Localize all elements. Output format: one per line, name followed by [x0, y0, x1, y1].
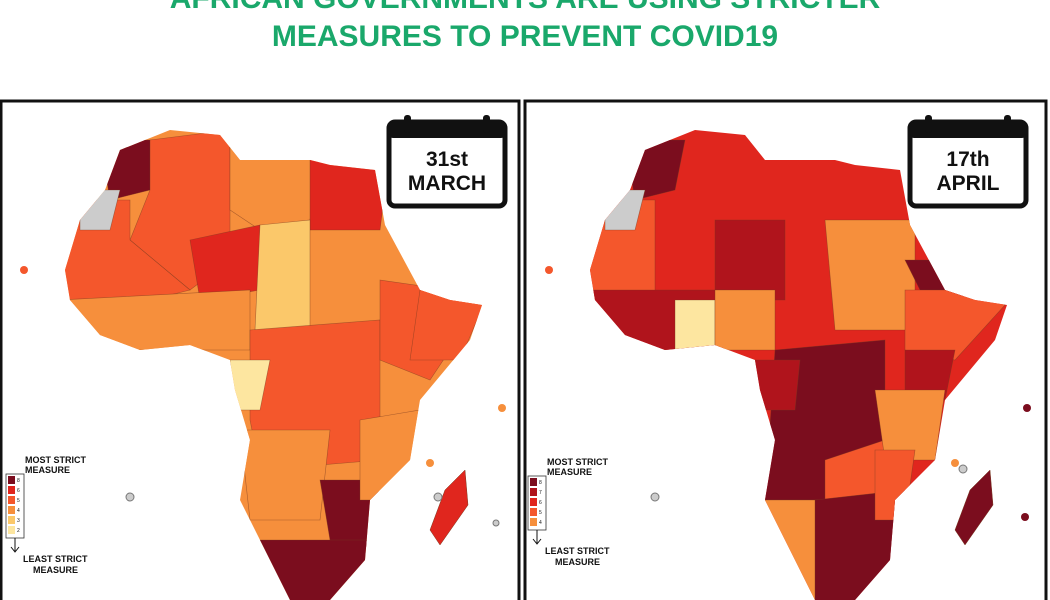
legend-level: 8: [539, 480, 542, 486]
calendar-icon: 17th APRIL: [907, 115, 1029, 209]
legend-arrow: [10, 538, 20, 553]
legend-swatch: [530, 508, 537, 516]
legend-level: 4: [17, 508, 20, 514]
legend-bottom-label: MEASURE: [33, 565, 78, 575]
island: [492, 519, 500, 527]
island: [498, 404, 506, 412]
island: [1023, 404, 1031, 412]
island: [20, 266, 28, 274]
island: [951, 459, 959, 467]
legend-top-label: MEASURE: [547, 467, 592, 477]
legend-bottom-label: LEAST STRICT: [545, 546, 610, 556]
date-month: MARCH: [408, 172, 486, 195]
legend-swatch: [8, 516, 15, 524]
island: [1021, 513, 1029, 521]
legend-arrow: [532, 530, 542, 545]
legend-swatch: [530, 498, 537, 506]
legend-level: 3: [17, 518, 20, 524]
legend-bottom-label: LEAST STRICT: [23, 554, 88, 564]
date-day: 31st: [426, 148, 468, 171]
legend-swatch: [8, 526, 15, 534]
legend-bottom-label: MEASURE: [555, 557, 600, 567]
legend-swatch: [8, 476, 15, 484]
legend-level: 5: [17, 498, 20, 504]
date-day: 17th: [946, 148, 989, 171]
island: [433, 492, 443, 502]
title-line: AFRICAN GOVERNMENTS ARE USING STRICTER: [170, 0, 881, 15]
legend-level: 6: [539, 500, 542, 506]
legend-swatch: [530, 488, 537, 496]
legend-top-label: MOST STRICT: [25, 455, 86, 465]
island: [125, 492, 135, 502]
legend-swatch: [530, 518, 537, 526]
legend-level: 5: [539, 510, 542, 516]
legend-swatch: [8, 506, 15, 514]
panel-frame: [0, 99, 521, 600]
legend-swatch: [530, 478, 537, 486]
legend-level: 6: [17, 488, 20, 494]
legend-swatch: [8, 496, 15, 504]
legend-swatch: [8, 486, 15, 494]
island: [545, 266, 553, 274]
legend-level: 4: [539, 520, 542, 526]
calendar-icon: 31st MARCH: [386, 115, 508, 209]
panel-frame: [523, 99, 1048, 600]
island: [650, 492, 660, 502]
legend-level: 7: [539, 490, 542, 496]
island: [954, 469, 994, 546]
legend-level: 8: [17, 478, 20, 484]
island: [426, 459, 434, 467]
title-line: MEASURES TO PREVENT COVID19: [272, 20, 778, 53]
island: [429, 469, 469, 546]
date-month: APRIL: [937, 172, 1000, 195]
legend-level: 2: [17, 528, 20, 534]
island: [958, 464, 968, 474]
map: [590, 130, 1007, 600]
legend-top-label: MOST STRICT: [547, 457, 608, 467]
legend-top-label: MEASURE: [25, 465, 70, 475]
